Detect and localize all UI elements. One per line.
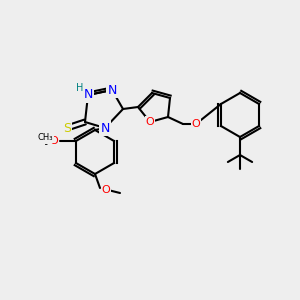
Text: N: N: [107, 83, 117, 97]
Text: O: O: [192, 119, 200, 129]
Text: O: O: [42, 133, 50, 143]
Text: O: O: [146, 117, 154, 127]
Text: O: O: [50, 136, 58, 146]
Text: S: S: [63, 122, 71, 134]
Text: N: N: [83, 88, 93, 101]
Text: H: H: [76, 83, 84, 93]
Text: CH₃: CH₃: [38, 134, 53, 142]
Text: O: O: [102, 185, 110, 195]
Text: N: N: [100, 122, 110, 134]
